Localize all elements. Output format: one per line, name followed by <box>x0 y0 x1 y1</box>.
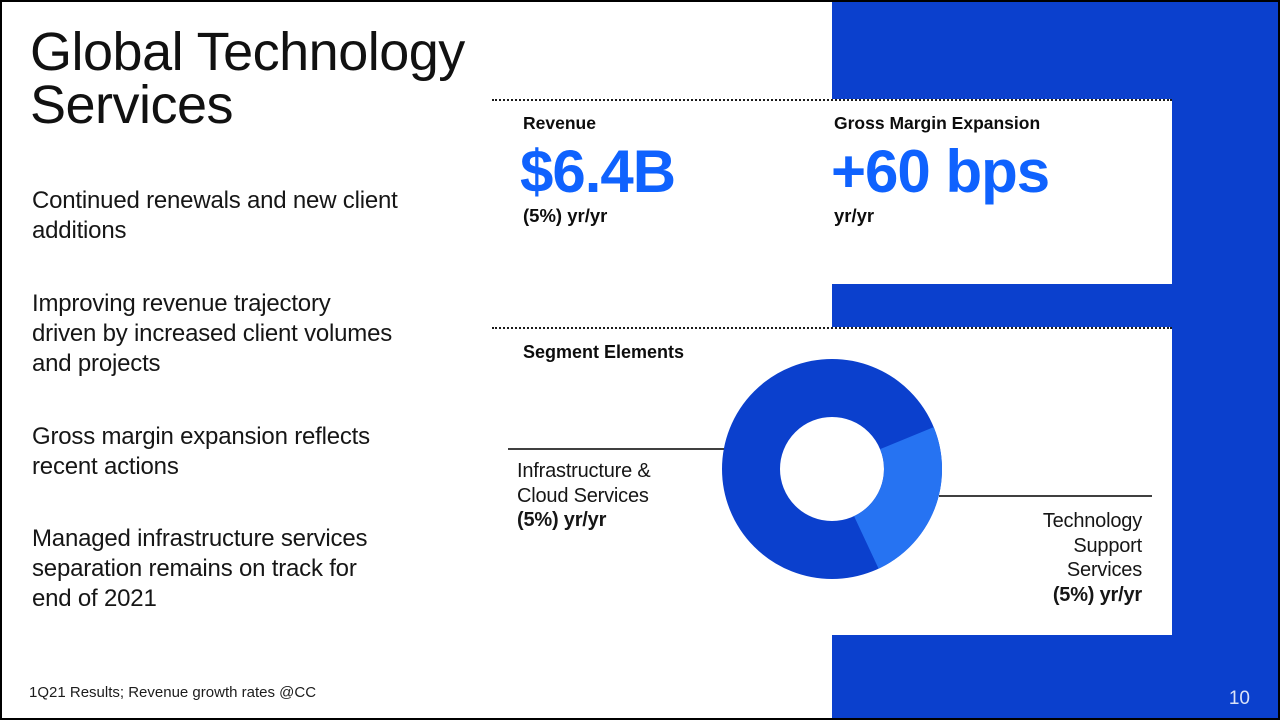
kpi-revenue-value: $6.4B <box>520 138 676 205</box>
kpi-revenue-label: Revenue <box>523 113 596 133</box>
label-tech-support-growth: (5%) yr/yr <box>1052 583 1142 606</box>
kpi-gross-margin-value: +60 bps <box>831 138 1050 205</box>
bullet-item: Managed infrastructure services separati… <box>32 525 368 612</box>
callout-line-tech-support <box>939 495 1152 497</box>
bullet-item: Gross margin expansion reflects recent a… <box>32 423 370 480</box>
kpi-gross-margin-label: Gross Margin Expansion <box>834 113 1041 133</box>
label-infrastructure-growth: (5%) yr/yr <box>517 509 607 531</box>
kpi-revenue-growth: (5%) yr/yr <box>523 205 608 226</box>
kpi-gross-margin-growth: yr/yr <box>834 205 875 226</box>
segment-elements-panel: Segment Elements Infrastructure & Cloud … <box>492 327 1172 635</box>
label-tech-support-name: Technology Support Services <box>1042 510 1142 581</box>
segment-elements-title: Segment Elements <box>523 342 685 362</box>
slide-title: Global Technology Services <box>30 22 465 135</box>
kpi-panel: Revenue $6.4B (5%) yr/yr Gross Margin Ex… <box>492 99 1172 284</box>
bullet-item: Improving revenue trajectory driven by i… <box>32 290 393 377</box>
label-technology-support-services: Technology Support Services (5%) yr/yr <box>912 509 1142 607</box>
label-infrastructure-name: Infrastructure & Cloud Services <box>517 460 651 507</box>
callout-line-infrastructure <box>508 448 724 450</box>
page-number: 10 <box>1228 688 1250 709</box>
donut-segment-light <box>722 359 942 579</box>
bullet-item: Continued renewals and new client additi… <box>32 187 398 244</box>
footnote: 1Q21 Results; Revenue growth rates @CC <box>29 684 317 701</box>
segment-donut-chart <box>722 359 942 579</box>
label-infrastructure-cloud-services: Infrastructure & Cloud Services (5%) yr/… <box>517 459 747 533</box>
